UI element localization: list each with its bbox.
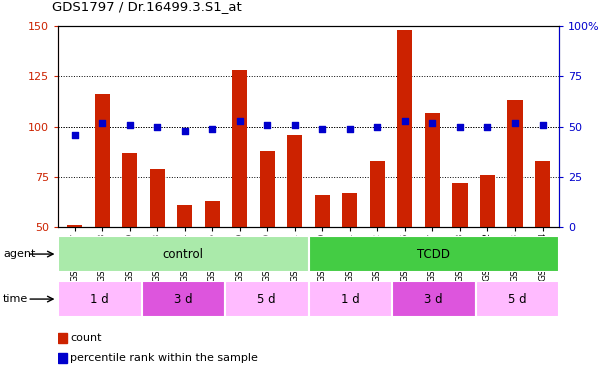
Point: [373, 124, 382, 130]
Text: count: count: [70, 333, 101, 344]
Bar: [309, 281, 392, 317]
Bar: [535, 160, 550, 327]
Point: [345, 126, 355, 132]
Bar: [397, 30, 412, 327]
Point: [125, 122, 134, 128]
Bar: [425, 112, 440, 327]
Text: percentile rank within the sample: percentile rank within the sample: [70, 353, 258, 363]
Text: control: control: [163, 248, 204, 261]
Bar: [232, 70, 247, 327]
Point: [483, 124, 492, 130]
Point: [97, 120, 107, 126]
Bar: [58, 333, 67, 344]
Text: TCDD: TCDD: [417, 248, 450, 261]
Text: time: time: [3, 294, 28, 304]
Point: [510, 120, 520, 126]
Text: 1 d: 1 d: [90, 292, 109, 306]
Point: [400, 117, 410, 123]
Text: 1 d: 1 d: [341, 292, 360, 306]
Bar: [67, 225, 82, 327]
Bar: [287, 135, 302, 327]
Bar: [480, 175, 495, 327]
Bar: [225, 281, 309, 317]
Bar: [205, 201, 220, 327]
Point: [538, 122, 547, 128]
Bar: [475, 281, 559, 317]
Bar: [177, 205, 192, 327]
Point: [318, 126, 327, 132]
Text: 5 d: 5 d: [257, 292, 276, 306]
Bar: [58, 236, 309, 272]
Point: [70, 132, 79, 138]
Text: GDS1797 / Dr.16499.3.S1_at: GDS1797 / Dr.16499.3.S1_at: [52, 0, 242, 13]
Text: 5 d: 5 d: [508, 292, 527, 306]
Bar: [122, 153, 137, 327]
Point: [428, 120, 437, 126]
Bar: [452, 183, 467, 327]
Bar: [392, 281, 475, 317]
Point: [290, 122, 299, 128]
Bar: [370, 160, 385, 327]
Point: [262, 122, 272, 128]
Text: 3 d: 3 d: [174, 292, 192, 306]
Bar: [142, 281, 225, 317]
Point: [152, 124, 162, 130]
Point: [455, 124, 465, 130]
Bar: [150, 169, 165, 327]
Point: [207, 126, 217, 132]
Bar: [95, 94, 109, 327]
Point: [180, 128, 189, 134]
Point: [235, 117, 244, 123]
Bar: [58, 281, 142, 317]
Text: agent: agent: [3, 249, 35, 259]
Bar: [260, 151, 275, 327]
Bar: [508, 100, 522, 327]
Bar: [309, 236, 559, 272]
Bar: [342, 193, 357, 327]
Bar: [58, 353, 67, 363]
Text: 3 d: 3 d: [425, 292, 443, 306]
Bar: [315, 195, 330, 327]
